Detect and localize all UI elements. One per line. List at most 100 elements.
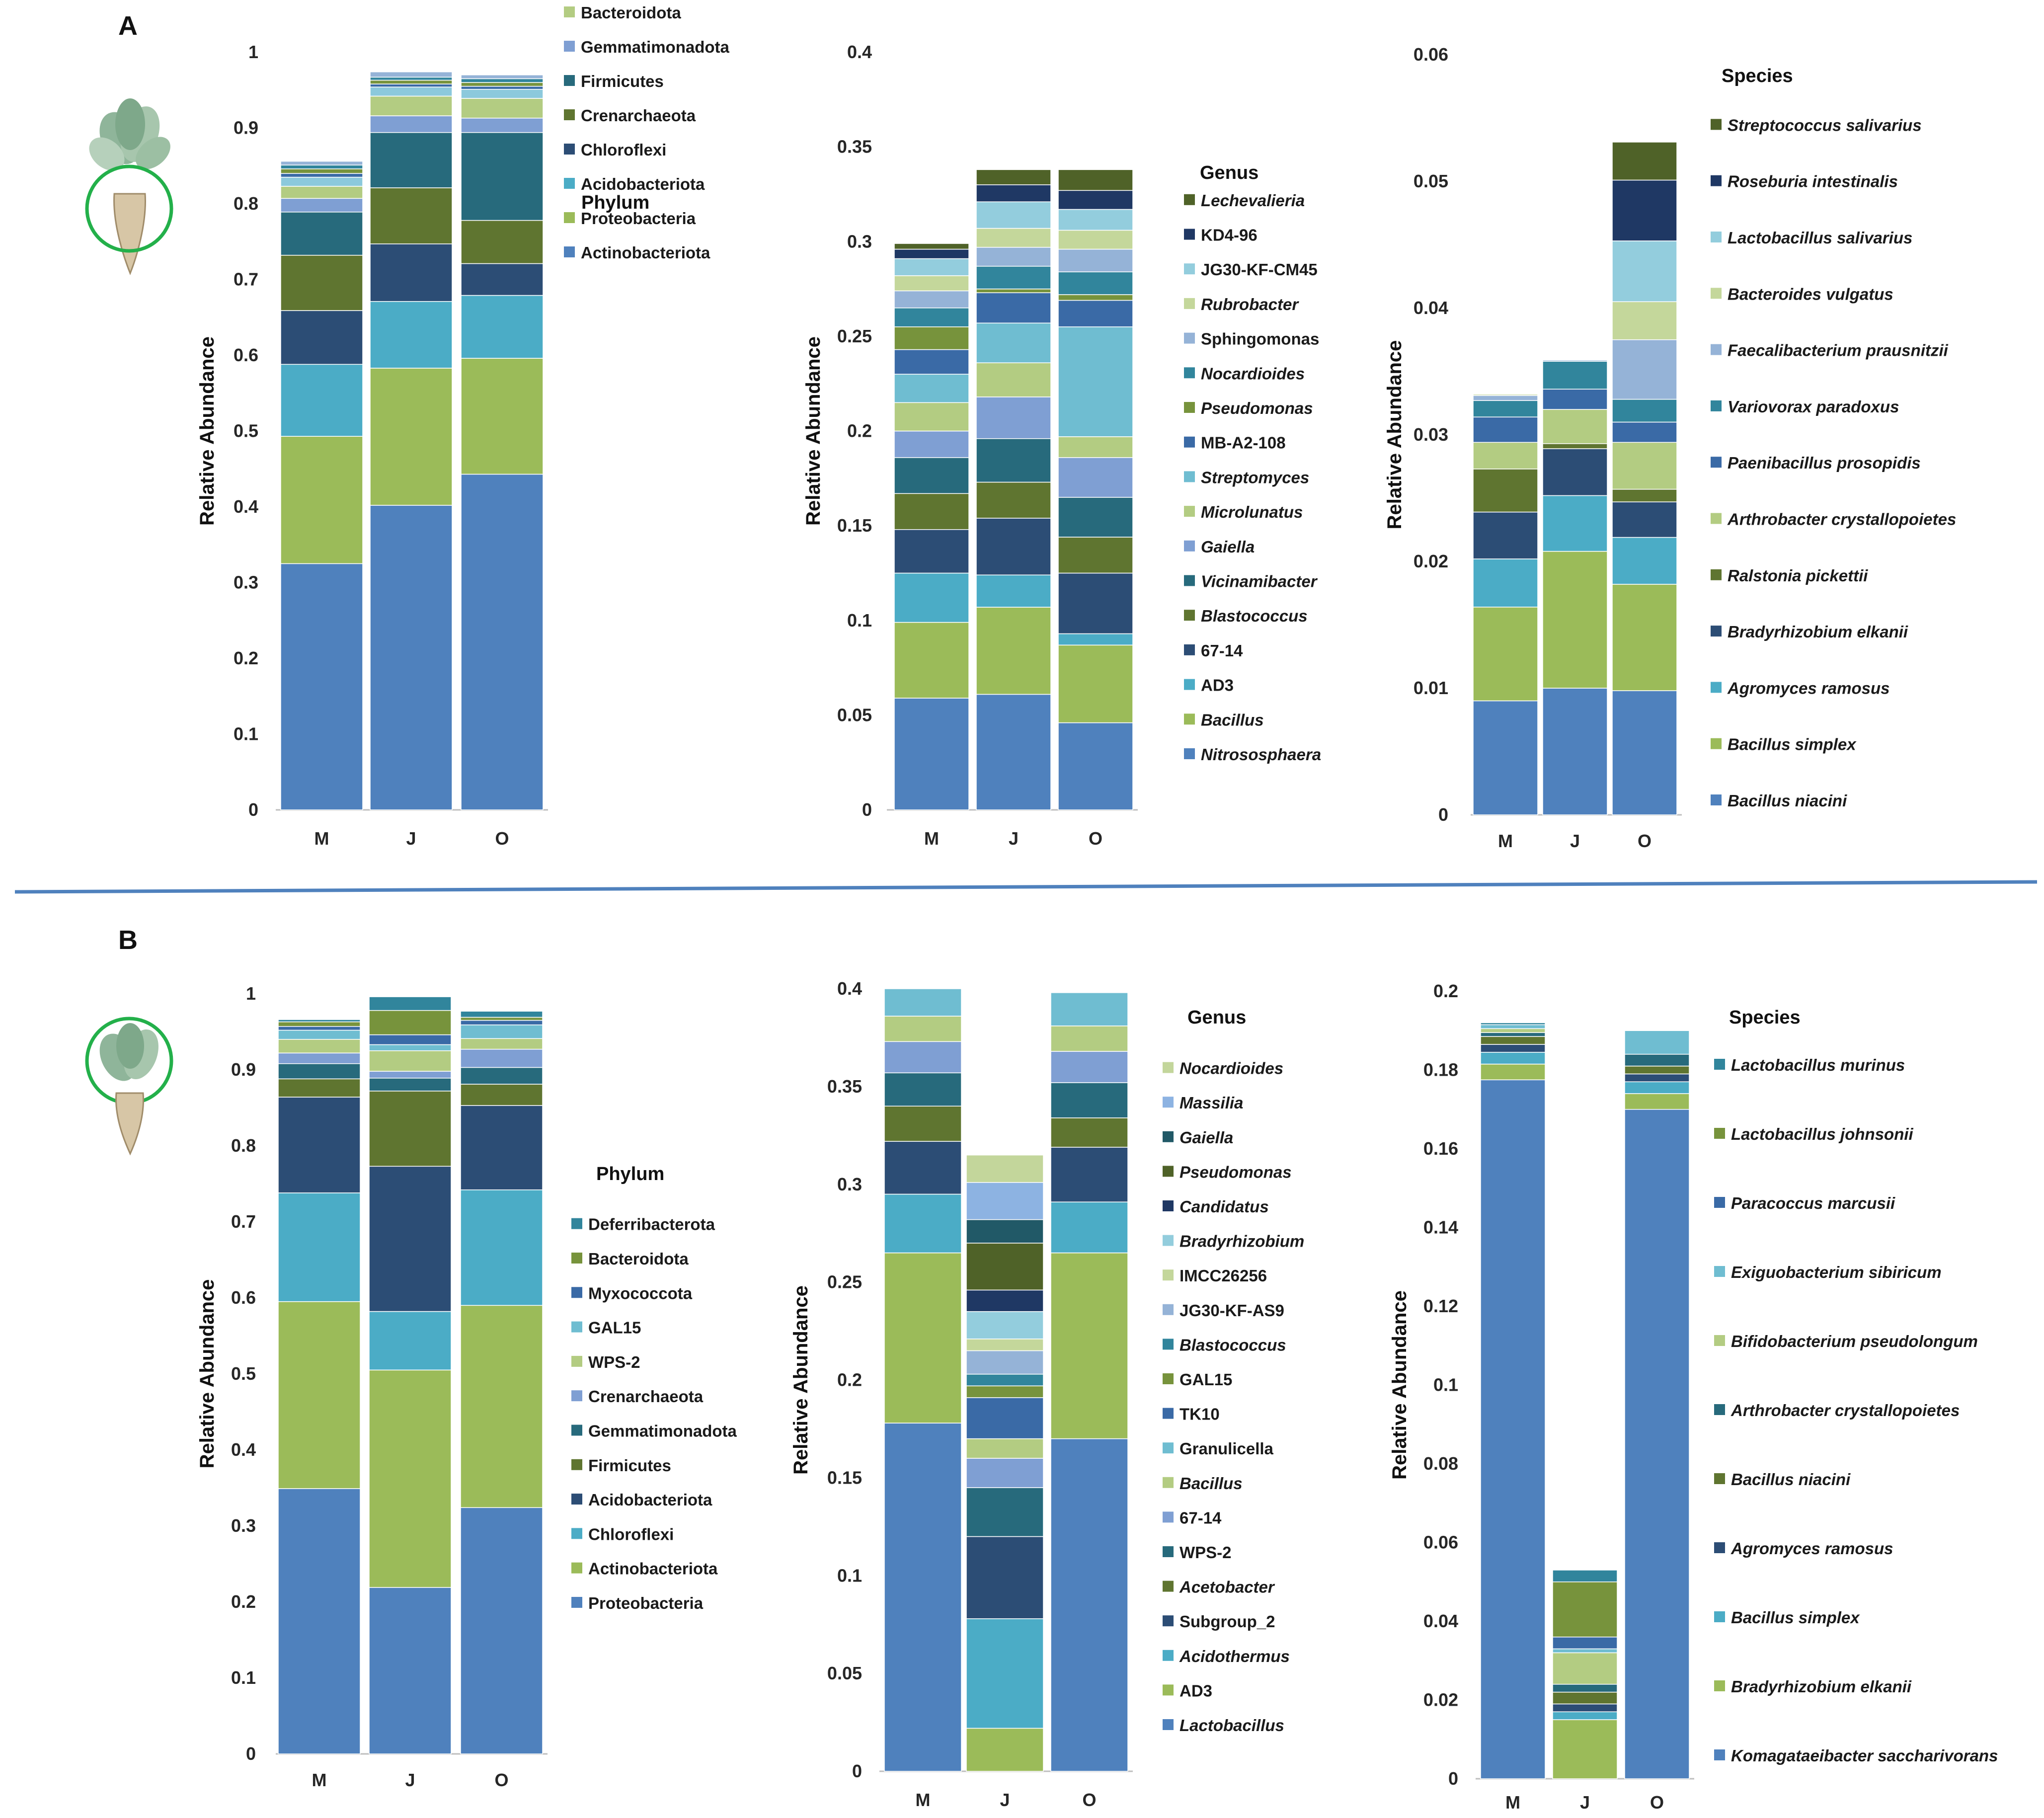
- chart-B-genus: 0 0.05 0.1 0.15 0.2 0.25 0.3 0.35 0.4 Relative Ab…: [790, 978, 1304, 1810]
- bar-segment: [280, 436, 363, 564]
- y-tick-label: 0.6: [231, 1287, 256, 1308]
- y-tick-label: 1: [246, 983, 256, 1004]
- legend-item: Myxococcota: [588, 1284, 693, 1302]
- bar-segment: [1058, 572, 1133, 634]
- legend-item: MB-A2-108: [1201, 434, 1286, 452]
- bar-segment: [1050, 1201, 1128, 1254]
- y-tick-label: 0: [246, 1743, 256, 1764]
- bar-segment: [1480, 1024, 1546, 1029]
- x-tick-label: J: [405, 1770, 415, 1790]
- legend-swatch: [571, 1218, 582, 1229]
- legend-item: Lactobacillus: [1179, 1716, 1284, 1735]
- legend-swatch: [1163, 1097, 1174, 1108]
- y-tick-label: 0.1: [1433, 1375, 1458, 1395]
- bar-stack-J: [369, 996, 452, 1754]
- legend-swatch: [1711, 794, 1722, 805]
- legend-swatch: [1163, 1373, 1174, 1384]
- legend-item: Microlunatus: [1201, 503, 1303, 521]
- bar-segment: [369, 1010, 452, 1035]
- legend-item: TK10: [1179, 1405, 1220, 1423]
- bar-segment: [1058, 271, 1133, 295]
- bar-segment: [1480, 1044, 1546, 1053]
- bar-segment: [966, 1438, 1044, 1459]
- legend-item: Agromyces ramosus: [1727, 679, 1889, 697]
- bar-segment: [1473, 416, 1538, 443]
- legend-item: Bacillus: [1201, 711, 1264, 729]
- legend-item: Crenarchaeota: [588, 1387, 704, 1406]
- bar-segment: [460, 1189, 543, 1306]
- bar-stack-J: [966, 1154, 1044, 1772]
- x-tick-label: O: [1650, 1792, 1664, 1813]
- bar-segment: [461, 295, 544, 359]
- legend-swatch: [1714, 1128, 1725, 1139]
- bar-segment: [894, 349, 969, 375]
- legend-item: Pseudomonas: [1179, 1163, 1292, 1181]
- y-tick-label: 0.14: [1423, 1217, 1458, 1238]
- bar-segment: [461, 78, 544, 83]
- legend-swatch: [1163, 1131, 1174, 1142]
- bar-segment: [976, 607, 1051, 695]
- bar-segment: [1612, 339, 1677, 400]
- bar-segment: [1624, 1054, 1690, 1067]
- legend-item: Gaiella: [1179, 1128, 1233, 1147]
- bar-segment: [1552, 1711, 1618, 1720]
- bar-segment: [966, 1339, 1044, 1351]
- bar-segment: [370, 368, 453, 506]
- legend-item: Arthrobacter crystallopoietes: [1727, 510, 1956, 529]
- y-tick-label: 0.05: [837, 705, 872, 725]
- bar-segment: [894, 457, 969, 494]
- bar-segment: [278, 1052, 361, 1064]
- bar-segment: [1058, 633, 1133, 646]
- legend: Genus Nitrososphaera Bacillus AD3 67-14 Blast…: [1184, 162, 1321, 764]
- bar-segment: [976, 246, 1051, 267]
- bar-segment: [1612, 398, 1677, 423]
- legend: Species Bacillus niacini Bacillus simplex A…: [1711, 66, 1956, 810]
- legend-item: Variovorax paradoxus: [1728, 397, 1899, 416]
- bar-segment: [1480, 1036, 1546, 1045]
- bar-segment: [894, 374, 969, 403]
- sugar-beet-icon: [85, 1017, 173, 1156]
- y-tick-label: 0.3: [234, 572, 258, 593]
- chart-A-genus: 0 0.05 0.1 0.15 0.2 0.25 0.3 0.35 0.4 Relative Ab…: [802, 42, 1321, 849]
- bar-segment: [370, 83, 453, 87]
- legend-item: Chloroflexi: [588, 1525, 674, 1543]
- x-tick-label: J: [1000, 1790, 1010, 1810]
- y-tick-label: 0.02: [1414, 551, 1448, 571]
- y-tick-label: 0.8: [231, 1135, 256, 1156]
- legend-swatch: [1714, 1335, 1725, 1346]
- bar-segment: [976, 438, 1051, 483]
- x-tick-label: J: [1580, 1792, 1590, 1813]
- bar-segment: [884, 988, 962, 1017]
- legend-swatch: [1184, 229, 1195, 240]
- legend-swatch: [1711, 288, 1722, 299]
- bar-segment: [1542, 389, 1608, 410]
- legend-swatch: [564, 246, 575, 257]
- bar-segment: [1480, 1063, 1546, 1081]
- bar-segment: [278, 1029, 361, 1040]
- bar-segment: [460, 1507, 543, 1754]
- legend-swatch: [1711, 344, 1722, 355]
- x-tick-label: O: [1089, 828, 1102, 849]
- y-tick-label: 0.02: [1423, 1690, 1458, 1710]
- bar-segment: [1480, 1032, 1546, 1037]
- y-axis-title: Relative Abundance: [1384, 340, 1406, 530]
- y-tick-label: 0: [862, 799, 872, 820]
- bar-segment: [1624, 1065, 1690, 1075]
- legend-swatch: [1711, 569, 1722, 580]
- y-tick-label: 0.2: [231, 1591, 256, 1612]
- y-tick-label: 0.2: [837, 1370, 862, 1390]
- bar-segment: [1542, 443, 1608, 449]
- legend-item: GAL15: [1179, 1370, 1232, 1389]
- legend-item: Acetobacter: [1179, 1578, 1275, 1596]
- bar-segment: [884, 1106, 962, 1142]
- legend-swatch: [564, 212, 575, 223]
- y-tick-label: 0.08: [1423, 1453, 1458, 1474]
- bar-segment: [1612, 421, 1677, 443]
- legend-item: Actinobacteriota: [588, 1560, 718, 1578]
- x-tick-label: J: [406, 828, 416, 849]
- legend-item: Massilia: [1179, 1094, 1243, 1112]
- bar-segment: [370, 115, 453, 133]
- bar-stack-M: [894, 243, 969, 810]
- bar-segment: [278, 1019, 361, 1023]
